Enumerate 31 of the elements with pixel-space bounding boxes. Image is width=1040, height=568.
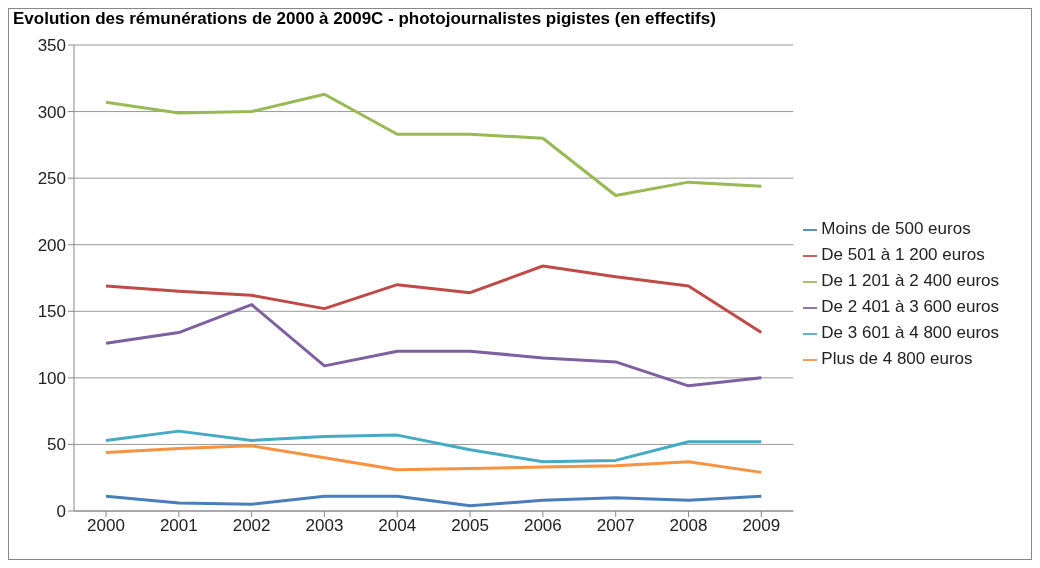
y-tick-label: 300 xyxy=(37,102,66,122)
x-tick-label: 2003 xyxy=(305,516,344,536)
legend-label: De 501 à 1 200 euros xyxy=(821,245,985,264)
y-tick-label: 0 xyxy=(56,502,66,522)
y-tick-label: 150 xyxy=(37,302,66,322)
chart-title: Evolution des rémunérations de 2000 à 2009C - photojournalistes pigistes (en effectifs) xyxy=(12,9,717,29)
line-series xyxy=(104,92,763,197)
x-tick-label: 2002 xyxy=(232,516,271,536)
legend-label: De 2 401 à 3 600 euros xyxy=(821,297,999,316)
x-tick-label: 2008 xyxy=(669,516,708,536)
line-series xyxy=(104,444,763,474)
legend-label: De 1 201 à 2 400 euros xyxy=(821,271,999,290)
y-tick-label: 50 xyxy=(47,435,66,455)
y-tick-label: 200 xyxy=(37,235,66,255)
y-tick-label: 100 xyxy=(37,368,66,388)
x-tick-label: 2001 xyxy=(159,516,198,536)
line-series xyxy=(104,303,763,388)
line-series xyxy=(104,429,763,464)
legend-label: De 3 601 à 4 800 euros xyxy=(821,323,999,342)
x-tick-label: 2009 xyxy=(742,516,781,536)
x-tick-label: 2006 xyxy=(523,516,562,536)
line-series xyxy=(104,264,763,335)
y-tick-label: 250 xyxy=(37,169,66,189)
legend-label: Moins de 500 euros xyxy=(821,219,971,238)
x-tick-label: 2004 xyxy=(378,516,417,536)
line-series xyxy=(104,494,763,508)
y-tick-label: 350 xyxy=(37,36,66,56)
x-tick-label: 2005 xyxy=(451,516,489,536)
x-tick-label: 2007 xyxy=(596,516,635,536)
legend-label: Plus de 4 800 euros xyxy=(821,349,973,368)
x-tick-label: 2000 xyxy=(87,516,125,536)
